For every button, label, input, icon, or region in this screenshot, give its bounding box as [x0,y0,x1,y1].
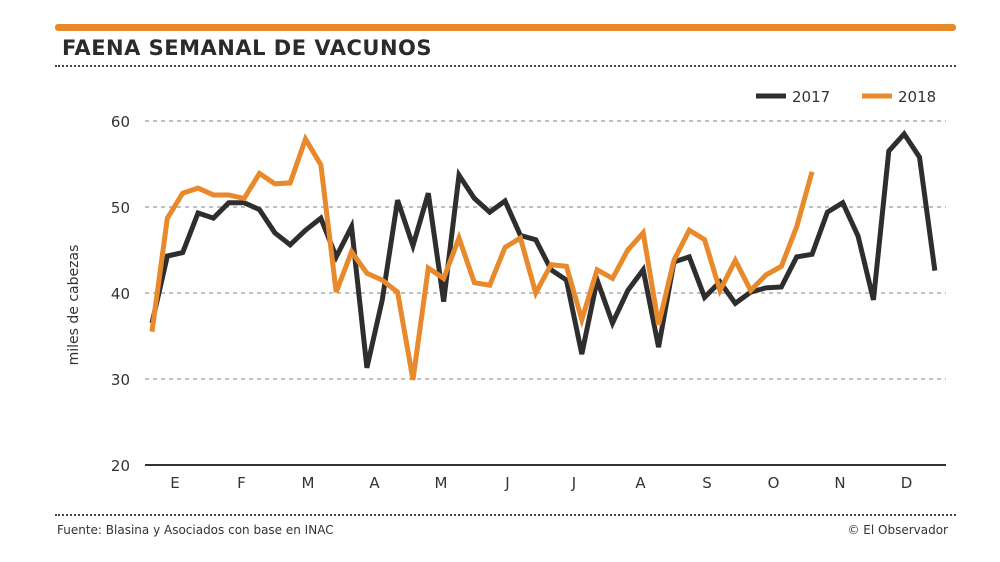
source-note: Fuente: Blasina y Asociados con base en … [57,523,334,537]
title-divider [55,65,956,67]
x-tick-label: O [768,474,780,492]
x-tick-label: E [170,474,179,492]
x-tick-label: S [702,474,712,492]
x-tick-label: M [435,474,448,492]
x-tick-label: A [369,474,380,492]
y-tick-label: 30 [111,371,130,389]
credit: © El Observador [847,523,948,537]
x-tick-label: M [302,474,315,492]
accent-bar [55,24,956,31]
x-tick-label: F [237,474,246,492]
x-tick-label: J [571,474,576,492]
y-axis-label: miles de cabezas [66,245,82,366]
chart-title: FAENA SEMANAL DE VACUNOS [62,36,432,60]
y-tick-label: 20 [111,457,130,475]
series-line-2017 [149,129,938,369]
y-tick-label: 40 [111,285,130,303]
y-tick-label: 50 [111,199,130,217]
series-line-2018 [149,133,815,381]
x-tick-label: A [635,474,646,492]
legend-label-2017: 2017 [792,88,830,106]
x-tick-label: D [901,474,913,492]
x-tick-label: N [834,474,845,492]
y-tick-label: 60 [111,113,130,131]
footer-divider [55,514,956,516]
x-tick-label: J [504,474,509,492]
legend-label-2018: 2018 [898,88,936,106]
